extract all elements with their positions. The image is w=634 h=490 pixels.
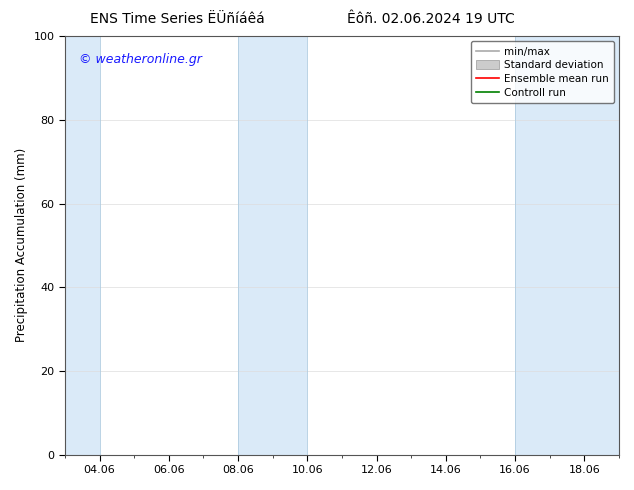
Y-axis label: Precipitation Accumulation (mm): Precipitation Accumulation (mm)	[15, 148, 28, 343]
Text: Êôñ. 02.06.2024 19 UTC: Êôñ. 02.06.2024 19 UTC	[347, 12, 515, 26]
Text: © weatheronline.gr: © weatheronline.gr	[79, 53, 202, 66]
Text: ENS Time Series ËÜñíáêá: ENS Time Series ËÜñíáêá	[90, 12, 265, 26]
Bar	[65, 36, 100, 455]
Bar	[515, 36, 619, 455]
Bar	[238, 36, 307, 455]
Legend: min/max, Standard deviation, Ensemble mean run, Controll run: min/max, Standard deviation, Ensemble me…	[470, 41, 614, 103]
